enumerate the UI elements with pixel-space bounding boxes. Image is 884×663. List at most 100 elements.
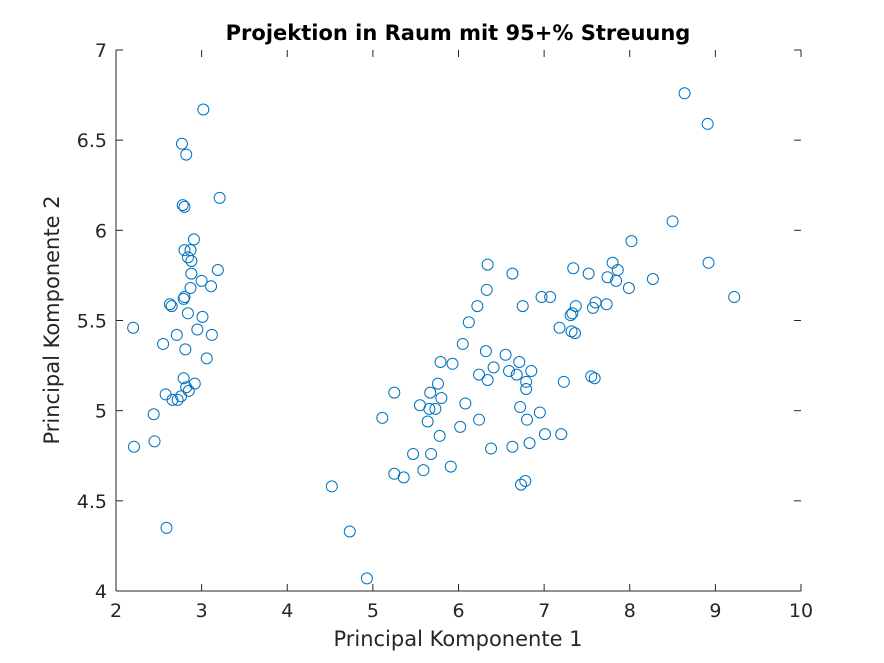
- data-point: [127, 321, 140, 334]
- data-point: [425, 447, 438, 460]
- data-point: [487, 361, 500, 374]
- data-point: [701, 117, 714, 130]
- x-tick-label: 9: [709, 600, 721, 622]
- data-point: [184, 282, 197, 295]
- data-point: [520, 375, 533, 388]
- data-point: [555, 428, 568, 441]
- data-point: [728, 291, 741, 304]
- data-point: [397, 471, 410, 484]
- x-tick-label: 3: [196, 600, 208, 622]
- data-point: [535, 291, 548, 304]
- data-point: [196, 310, 209, 323]
- data-point: [567, 262, 580, 275]
- data-point: [431, 377, 444, 390]
- data-point: [165, 300, 178, 313]
- x-tick-label: 8: [624, 600, 636, 622]
- data-point: [557, 375, 570, 388]
- data-point: [516, 300, 529, 313]
- data-point: [678, 87, 691, 100]
- data-point: [520, 383, 533, 396]
- data-point: [211, 264, 224, 277]
- data-point: [506, 440, 519, 453]
- data-point: [446, 357, 459, 370]
- data-point: [178, 200, 191, 213]
- data-point: [171, 393, 184, 406]
- data-point: [175, 137, 188, 150]
- data-point: [514, 401, 527, 414]
- data-point: [343, 525, 356, 538]
- data-point: [462, 316, 475, 329]
- data-point: [179, 343, 192, 356]
- data-point: [160, 521, 173, 534]
- data-point: [434, 355, 447, 368]
- axes: [115, 50, 801, 592]
- data-point: [178, 244, 191, 257]
- data-point: [423, 402, 436, 415]
- data-point: [407, 447, 420, 460]
- y-tick-label: 5: [95, 401, 107, 423]
- data-point: [197, 103, 210, 116]
- data-point: [499, 348, 512, 361]
- data-point: [586, 301, 599, 314]
- data-point: [606, 256, 619, 269]
- chart-title: Projektion in Raum mit 95+% Streuung: [226, 21, 691, 45]
- data-point: [485, 442, 498, 455]
- data-point: [525, 364, 538, 377]
- data-point: [188, 377, 201, 390]
- y-tick-label: 4.5: [77, 491, 107, 513]
- data-point: [473, 413, 486, 426]
- data-point: [515, 478, 528, 491]
- data-point: [424, 386, 437, 399]
- x-tick-label: 4: [281, 600, 293, 622]
- data-point: [666, 215, 679, 228]
- data-point: [533, 406, 546, 419]
- data-point: [176, 199, 189, 212]
- y-tick-label: 5.5: [77, 311, 107, 333]
- data-point: [182, 384, 195, 397]
- data-point: [481, 258, 494, 271]
- x-ticks: 2 3 4 5 6 7 8 9 10: [110, 50, 813, 622]
- x-tick-label: 7: [538, 600, 550, 622]
- data-point: [569, 300, 582, 313]
- data-point: [180, 148, 193, 161]
- y-tick-label: 7: [95, 40, 107, 62]
- x-tick-label: 6: [452, 600, 464, 622]
- data-point: [568, 327, 581, 340]
- data-point: [127, 440, 140, 453]
- data-point: [213, 191, 226, 204]
- data-point: [195, 274, 208, 287]
- data-point: [200, 352, 213, 365]
- data-point: [564, 309, 577, 322]
- data-point: [444, 460, 457, 473]
- data-point: [538, 428, 551, 441]
- y-axis-label: Principal Komponente 2: [40, 195, 64, 444]
- data-point: [523, 437, 536, 450]
- data-point: [205, 280, 218, 293]
- data-point: [147, 408, 160, 421]
- data-point: [181, 251, 194, 264]
- data-point: [521, 413, 533, 426]
- data-point: [622, 282, 635, 295]
- data-point: [588, 372, 601, 385]
- y-tick-label: 6.5: [77, 130, 107, 152]
- data-point: [553, 321, 566, 334]
- data-point: [510, 368, 523, 381]
- data-point: [454, 420, 467, 433]
- data-point: [170, 328, 183, 341]
- data-point: [481, 374, 494, 387]
- data-point: [519, 474, 532, 487]
- data-point: [157, 337, 170, 350]
- data-point: [582, 267, 595, 280]
- points-layer: [127, 87, 741, 585]
- data-point: [325, 480, 338, 493]
- data-point: [435, 392, 448, 405]
- data-point: [702, 256, 715, 269]
- data-point: [429, 402, 442, 415]
- data-point: [471, 300, 484, 313]
- x-tick-label: 10: [789, 600, 813, 622]
- y-tick-label: 4: [95, 581, 107, 603]
- data-point: [421, 415, 434, 428]
- data-point: [513, 355, 526, 368]
- data-point: [473, 368, 486, 381]
